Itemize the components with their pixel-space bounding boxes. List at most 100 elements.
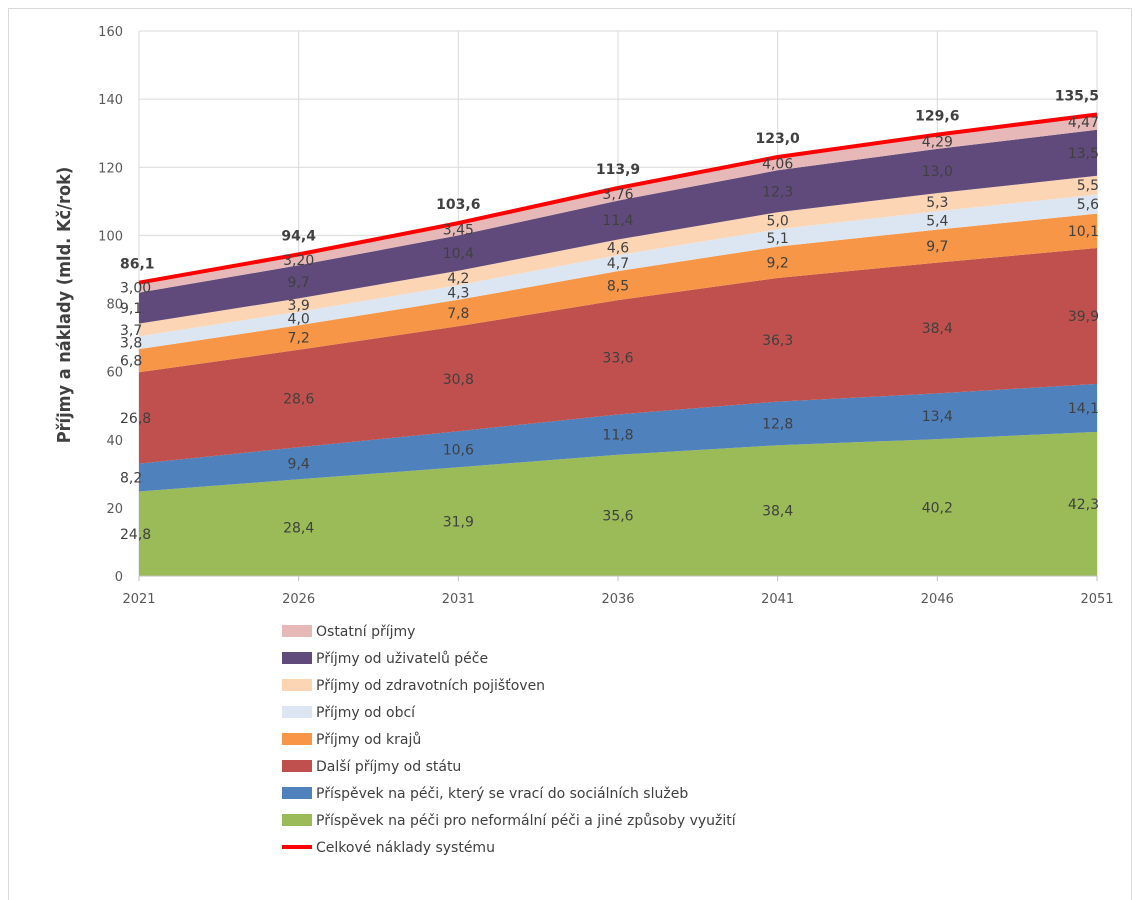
data-label: 3,76 — [602, 187, 633, 203]
data-label: 4,29 — [922, 135, 953, 151]
total-label: 86,1 — [120, 257, 155, 273]
data-label: 13,0 — [922, 164, 953, 180]
x-tick-label: 2046 — [921, 592, 954, 607]
axes: 0 20 40 60 80 100 120 140 160 2021 2026 2031 2036 204… — [98, 25, 1113, 607]
data-label: 38,4 — [922, 321, 953, 337]
y-tick-label: 60 — [106, 366, 123, 381]
data-label: 13,5 — [1068, 146, 1099, 162]
data-label: 9,1 — [120, 301, 142, 317]
total-label: 103,6 — [436, 197, 480, 213]
data-label: 9,4 — [288, 456, 310, 472]
data-label: 24,8 — [120, 527, 151, 543]
data-label: 5,3 — [926, 195, 948, 211]
area-series-5 — [139, 175, 1097, 337]
total-label: 129,6 — [915, 109, 959, 125]
data-label: 35,6 — [602, 508, 633, 524]
data-label: 4,3 — [447, 285, 469, 301]
data-label: 3,45 — [443, 222, 474, 238]
area-series-7 — [139, 114, 1097, 293]
legend-label: Příspěvek na péči pro neformální péči a … — [316, 813, 737, 829]
data-label: 26,8 — [120, 411, 151, 427]
data-label: 12,3 — [762, 184, 793, 200]
legend: Ostatní příjmy Příjmy od uživatelů péče Př… — [282, 624, 737, 856]
legend-label: Příjmy od uživatelů péče — [316, 651, 488, 667]
data-label: 3,8 — [120, 336, 142, 352]
data-label: 28,6 — [283, 392, 314, 408]
legend-label: Příspěvek na péči, který se vrací do soc… — [316, 786, 688, 802]
legend-label: Příjmy od krajů — [316, 732, 421, 748]
legend-swatch — [282, 787, 312, 799]
data-label: 39,9 — [1068, 309, 1099, 325]
data-label: 13,4 — [922, 409, 953, 425]
x-tick-label: 2041 — [761, 592, 794, 607]
legend-swatch — [282, 625, 312, 637]
legend-label: Celkové náklady systému — [316, 840, 495, 856]
data-label: 7,2 — [288, 331, 310, 347]
data-label: 36,3 — [762, 333, 793, 349]
legend-label: Příjmy od zdravotních pojišťoven — [316, 678, 545, 694]
data-label: 4,06 — [762, 156, 793, 172]
area-series-6 — [139, 129, 1097, 324]
total-label: 94,4 — [281, 228, 316, 244]
data-label: 11,4 — [602, 213, 633, 229]
legend-swatch — [282, 760, 312, 772]
legend-swatch — [282, 814, 312, 826]
data-label: 5,0 — [767, 214, 789, 230]
x-tick-label: 2051 — [1080, 592, 1113, 607]
x-tick-label: 2031 — [442, 592, 475, 607]
y-tick-label: 120 — [98, 161, 123, 176]
data-label: 8,5 — [607, 279, 629, 295]
data-label: 14,1 — [1068, 401, 1099, 417]
x-tick-label: 2021 — [122, 592, 155, 607]
y-tick-label: 20 — [106, 502, 123, 517]
data-label: 5,1 — [767, 231, 789, 247]
data-label: 5,5 — [1077, 178, 1099, 194]
data-label: 9,2 — [767, 255, 789, 271]
data-label: 4,6 — [607, 240, 629, 256]
data-label: 9,7 — [288, 275, 310, 291]
legend-label: Další příjmy od státu — [316, 759, 461, 775]
data-label: 3,7 — [120, 323, 142, 339]
data-label: 3,9 — [288, 298, 310, 314]
data-label: 3,00 — [120, 280, 151, 296]
data-label: 10,4 — [443, 246, 474, 262]
data-label: 4,47 — [1068, 115, 1099, 131]
y-tick-label: 160 — [98, 25, 123, 40]
total-line — [138, 112, 1098, 285]
data-labels: 24,8 28,4 31,9 35,6 38,4 40,2 42,3 8,2 9,4 10,6 11… — [120, 88, 1099, 542]
data-label: 4,2 — [447, 271, 469, 287]
legend-swatch — [282, 652, 312, 664]
data-label: 42,3 — [1068, 497, 1099, 513]
data-label: 4,7 — [607, 256, 629, 272]
area-series-3 — [139, 213, 1097, 373]
data-label: 4,0 — [288, 311, 310, 327]
data-label: 10,6 — [443, 442, 474, 458]
total-cost-line — [138, 112, 1098, 285]
area-series-0 — [139, 431, 1097, 576]
data-label: 12,8 — [762, 416, 793, 432]
y-tick-label: 0 — [115, 570, 123, 585]
area-series-1 — [139, 383, 1097, 492]
legend-swatch — [282, 733, 312, 745]
data-label: 40,2 — [922, 501, 953, 517]
legend-swatch — [282, 706, 312, 718]
legend-label: Ostatní příjmy — [316, 624, 415, 640]
data-label: 5,4 — [926, 213, 948, 229]
data-label: 7,8 — [447, 306, 469, 322]
y-tick-label: 40 — [106, 434, 123, 449]
y-tick-label: 80 — [106, 298, 123, 313]
total-label: 135,5 — [1055, 88, 1099, 104]
data-label: 30,8 — [443, 372, 474, 388]
data-label: 33,6 — [602, 350, 633, 366]
legend-swatch — [282, 679, 312, 691]
x-tick-label: 2036 — [601, 592, 634, 607]
data-label: 11,8 — [602, 428, 633, 444]
area-series — [139, 114, 1097, 576]
data-label: 8,2 — [120, 471, 142, 487]
data-label: 9,7 — [926, 239, 948, 255]
y-tick-label: 140 — [98, 93, 123, 108]
y-tick-label: 100 — [98, 229, 123, 244]
data-label: 38,4 — [762, 504, 793, 520]
data-label: 5,6 — [1077, 197, 1099, 213]
